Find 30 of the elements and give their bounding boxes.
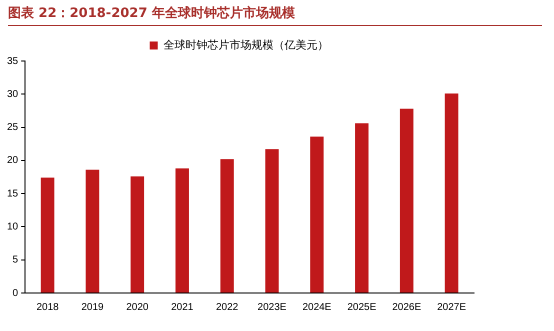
bar (40, 178, 54, 292)
y-tick-label: 30 (7, 88, 19, 100)
bar (444, 93, 458, 292)
legend-label: 全球时钟芯片市场规模（亿美元） (163, 38, 328, 52)
y-tick-label: 35 (7, 56, 19, 67)
x-tick-label: 2020 (126, 302, 149, 313)
y-tick-label: 20 (7, 155, 19, 166)
bar (130, 176, 144, 292)
bar (310, 136, 324, 292)
x-tick-label: 2019 (81, 302, 104, 313)
bar (175, 168, 189, 292)
x-tick-label: 2026E (392, 302, 422, 313)
y-tick-label: 10 (7, 221, 19, 232)
x-tick-label: 2018 (36, 302, 60, 313)
y-tick-label: 0 (12, 288, 19, 299)
y-tick-label: 5 (12, 254, 19, 266)
y-tick-label: 15 (7, 188, 19, 200)
x-tick-label: 2021 (171, 302, 194, 313)
y-tick-label: 25 (7, 122, 19, 134)
bar (86, 170, 100, 292)
x-tick-label: 2027E (437, 302, 466, 313)
chart-title: 图表 22：2018-2027 年全球时钟芯片市场规模 (8, 4, 542, 26)
bar (265, 149, 279, 292)
bar (220, 159, 234, 292)
x-tick-label: 2024E (302, 302, 332, 313)
bar (355, 123, 369, 292)
x-tick-label: 2022 (216, 302, 239, 313)
bar (400, 108, 414, 292)
x-tick-label: 2025E (347, 302, 377, 313)
x-tick-label: 2023E (258, 302, 287, 313)
